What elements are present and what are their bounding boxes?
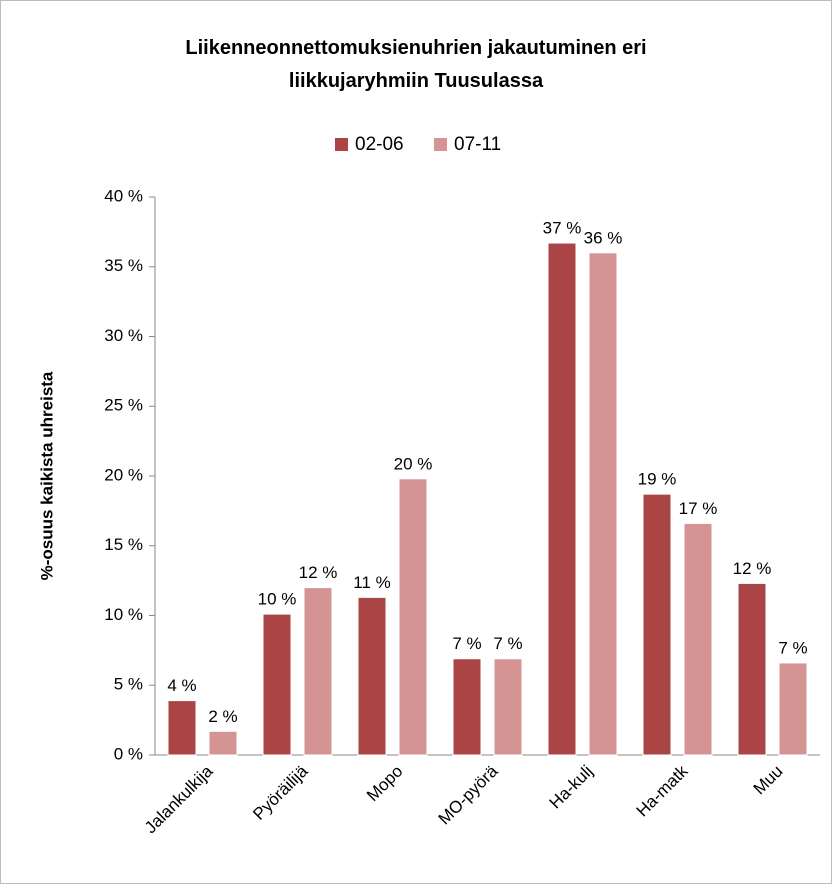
data-label: 36 % <box>584 228 623 247</box>
bar <box>398 478 428 756</box>
legend-label: 02-06 <box>355 134 404 155</box>
bar <box>493 658 523 756</box>
bar <box>303 587 333 756</box>
bar <box>547 242 577 756</box>
chart-title: Liikenneonnettomuksienuhrien jakautumine… <box>185 37 647 92</box>
y-tick-label: 30 % <box>104 326 143 345</box>
legend-swatch <box>335 138 348 151</box>
data-label: 11 % <box>353 573 391 592</box>
bar <box>642 493 672 756</box>
bar <box>208 730 238 756</box>
data-label: 12 % <box>733 559 772 578</box>
data-label: 12 % <box>299 563 338 582</box>
y-tick-label: 20 % <box>104 465 143 484</box>
y-tick-label: 25 % <box>104 396 143 415</box>
y-tick-label: 10 % <box>104 605 143 624</box>
bar <box>167 700 197 756</box>
data-label: 7 % <box>452 634 481 653</box>
data-label: 20 % <box>394 454 433 473</box>
y-tick-label: 5 % <box>114 675 143 694</box>
legend-swatch <box>434 138 447 151</box>
data-label: 7 % <box>493 634 522 653</box>
data-label: 2 % <box>208 707 237 726</box>
data-label: 17 % <box>679 499 718 518</box>
legend-label: 07-11 <box>454 134 501 155</box>
data-label: 10 % <box>258 590 297 609</box>
bar <box>778 662 808 756</box>
bar <box>262 613 292 756</box>
bar <box>588 252 618 756</box>
bar <box>737 582 767 756</box>
data-label: 4 % <box>167 676 196 695</box>
data-label: 19 % <box>638 470 677 489</box>
bar <box>357 596 387 756</box>
data-label: 7 % <box>778 638 807 657</box>
data-label: 37 % <box>543 219 582 238</box>
bar <box>452 658 482 756</box>
bar <box>683 522 713 756</box>
y-axis-label: %-osuus kaikista uhreista <box>37 371 56 580</box>
y-tick-label: 0 % <box>114 744 143 763</box>
y-tick-label: 15 % <box>104 535 143 554</box>
y-tick-label: 40 % <box>104 186 143 205</box>
y-tick-label: 35 % <box>104 256 143 275</box>
